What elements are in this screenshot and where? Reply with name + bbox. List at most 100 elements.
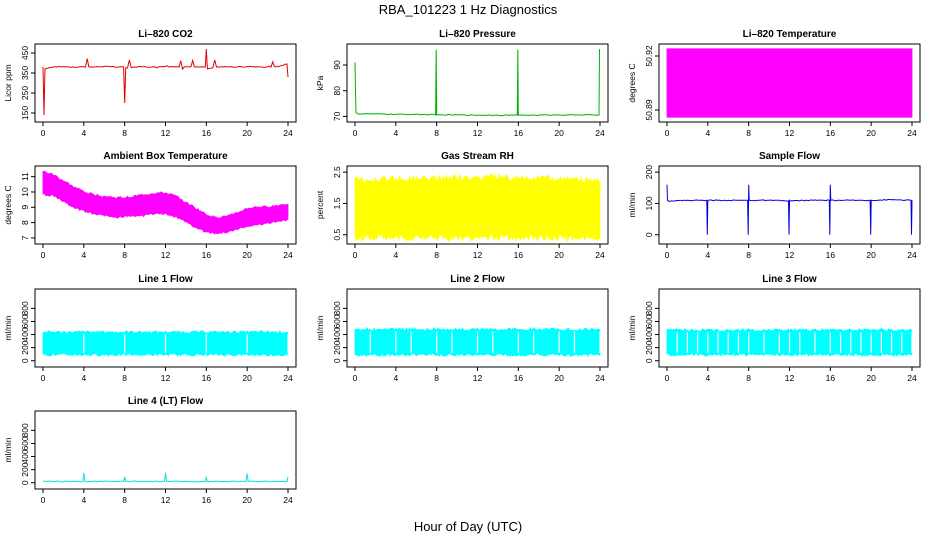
x-tick-label: 8 (434, 250, 439, 260)
y-tick-label: 7 (20, 235, 30, 240)
data-series-line (354, 49, 600, 117)
y-tick-label: 400 (644, 327, 654, 341)
x-tick-label: 16 (514, 373, 524, 383)
x-tick-label: 20 (866, 373, 876, 383)
x-tick-label: 16 (514, 128, 524, 138)
data-band (666, 48, 913, 118)
y-tick-label: 400 (20, 449, 30, 463)
x-tick-label: 16 (826, 250, 836, 260)
x-tick-label: 24 (283, 128, 293, 138)
y-axis-label: ml/min (315, 315, 325, 340)
x-tick-label: 12 (161, 128, 171, 138)
x-tick-label: 12 (785, 373, 795, 383)
y-axis-label: ml/min (3, 437, 13, 462)
y-tick-label: 200 (644, 340, 654, 354)
y-axis-label: ml/min (627, 315, 637, 340)
y-tick-label: 100 (644, 196, 654, 210)
y-tick-label: 1.5 (332, 197, 342, 209)
x-tick-label: 24 (595, 373, 605, 383)
y-tick-label: 600 (20, 314, 30, 328)
x-tick-label: 12 (473, 250, 483, 260)
x-tick-label: 0 (41, 250, 46, 260)
x-tick-label: 8 (746, 250, 751, 260)
data-series-line (42, 472, 289, 483)
x-tick-label: 0 (665, 250, 670, 260)
data-band (42, 170, 289, 235)
x-tick-label: 4 (705, 373, 710, 383)
x-tick-label: 0 (353, 128, 358, 138)
panel-title: Line 4 (LT) Flow (128, 396, 204, 407)
y-tick-label: 800 (332, 301, 342, 315)
x-tick-label: 0 (353, 250, 358, 260)
panel-title: Gas Stream RH (441, 151, 514, 162)
x-tick-label: 12 (161, 250, 171, 260)
y-tick-label: 600 (644, 314, 654, 328)
x-tick-label: 24 (283, 495, 293, 505)
panel-title: Line 2 Flow (450, 274, 505, 285)
panel-title: Line 1 Flow (138, 274, 193, 285)
chart-panel-4: Ambient Box Temperature degrees C 0 4 8 12 16 2… (3, 151, 297, 260)
y-tick-label: 0 (20, 480, 30, 485)
plot-frame (346, 43, 609, 123)
y-axis-label: ml/min (627, 192, 637, 217)
chart-panel-6: Sample Flow ml/min 0 4 8 12 16 20 24 0 100 200 (627, 151, 921, 260)
x-tick-label: 4 (705, 128, 710, 138)
x-tick-label: 0 (665, 373, 670, 383)
y-tick-label: 200 (332, 340, 342, 354)
plot-frame (34, 43, 297, 123)
y-tick-label: 200 (20, 462, 30, 476)
x-tick-label: 12 (161, 495, 171, 505)
x-tick-label: 24 (595, 128, 605, 138)
y-tick-label: 0 (644, 232, 654, 237)
y-tick-label: 800 (644, 301, 654, 315)
x-tick-label: 24 (907, 128, 917, 138)
panel-title: Line 3 Flow (762, 274, 817, 285)
plot-frame (34, 288, 297, 368)
chart-panel-5: Gas Stream RH percent 0 4 8 12 16 20 24 0.5 1.5 2.5 (315, 151, 609, 260)
x-tick-label: 16 (202, 128, 212, 138)
figure-title: RBA_101223 1 Hz Diagnostics (378, 2, 558, 17)
y-axis-label: percent (315, 190, 325, 219)
x-tick-label: 20 (866, 128, 876, 138)
y-tick-label: 10 (20, 187, 30, 197)
y-axis-label: degrees C (3, 185, 13, 224)
y-tick-label: 800 (20, 423, 30, 437)
x-tick-label: 8 (434, 128, 439, 138)
y-tick-label: 450 (20, 46, 30, 60)
x-tick-label: 12 (473, 373, 483, 383)
x-tick-label: 4 (81, 250, 86, 260)
x-tick-label: 0 (353, 373, 358, 383)
chart-panel-1: Li–820 CO2 Licor ppm 0 4 8 12 16 20 24 150 250 350 4… (3, 29, 297, 138)
panel-title: Li–820 Temperature (743, 29, 837, 40)
x-tick-label: 4 (393, 250, 398, 260)
panel-title: Ambient Box Temperature (103, 151, 228, 162)
x-tick-label: 24 (283, 250, 293, 260)
y-tick-label: 70 (332, 111, 342, 121)
x-tick-label: 24 (283, 373, 293, 383)
x-tick-label: 24 (907, 373, 917, 383)
y-tick-label: 90 (332, 60, 342, 70)
x-tick-label: 8 (434, 373, 439, 383)
x-tick-label: 0 (41, 128, 46, 138)
panel-title: Li–820 CO2 (138, 29, 193, 40)
y-tick-label: 50.89 (644, 99, 654, 121)
panel-title: Sample Flow (759, 151, 820, 162)
x-tick-label: 0 (665, 128, 670, 138)
chart-panel-9: Line 3 Flow ml/min 0 4 8 12 16 20 24 0 20040060080… (627, 274, 921, 383)
y-tick-label: 50.92 (644, 45, 654, 67)
x-tick-label: 4 (705, 250, 710, 260)
x-tick-label: 20 (866, 250, 876, 260)
x-tick-label: 0 (41, 373, 46, 383)
y-tick-label: 250 (20, 86, 30, 100)
x-tick-label: 8 (122, 128, 127, 138)
x-tick-label: 4 (393, 373, 398, 383)
y-tick-label: 400 (20, 327, 30, 341)
y-axis-label: kPa (315, 75, 325, 90)
x-tick-label: 16 (202, 495, 212, 505)
y-tick-label: 0.5 (332, 229, 342, 241)
x-axis-label: Hour of Day (UTC) (413, 519, 523, 534)
y-tick-label: 9 (20, 205, 30, 210)
chart-panel-7: Line 1 Flow ml/min 0 4 8 12 16 20 24 0 20040060080… (3, 274, 297, 383)
x-tick-label: 8 (746, 373, 751, 383)
